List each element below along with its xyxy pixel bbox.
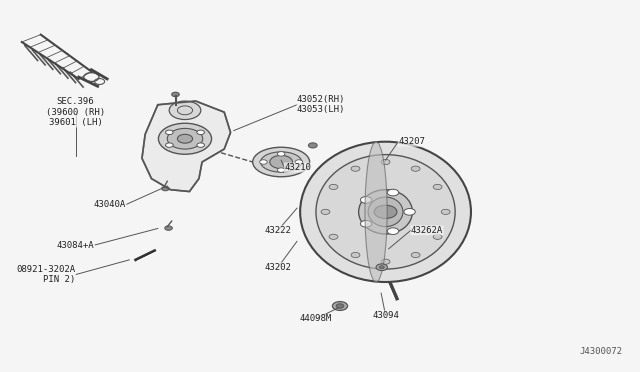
Circle shape bbox=[164, 226, 172, 230]
Circle shape bbox=[270, 155, 292, 169]
Ellipse shape bbox=[368, 197, 403, 227]
Circle shape bbox=[433, 185, 442, 189]
Circle shape bbox=[260, 160, 268, 164]
Text: SEC.396
(39600 (RH)
39601 (LH): SEC.396 (39600 (RH) 39601 (LH) bbox=[46, 97, 105, 127]
Circle shape bbox=[332, 302, 348, 310]
Circle shape bbox=[381, 160, 390, 164]
Ellipse shape bbox=[260, 152, 301, 172]
Text: 43202: 43202 bbox=[264, 263, 291, 272]
Circle shape bbox=[387, 228, 399, 234]
Text: 08921-3202A
PIN 2): 08921-3202A PIN 2) bbox=[17, 265, 76, 284]
Circle shape bbox=[277, 152, 285, 156]
Circle shape bbox=[374, 205, 397, 218]
Polygon shape bbox=[142, 101, 230, 192]
Circle shape bbox=[380, 266, 384, 269]
Circle shape bbox=[411, 166, 420, 171]
Ellipse shape bbox=[300, 201, 351, 215]
Circle shape bbox=[328, 225, 335, 230]
Circle shape bbox=[197, 143, 204, 147]
Circle shape bbox=[161, 186, 169, 191]
Ellipse shape bbox=[316, 155, 455, 269]
Circle shape bbox=[342, 206, 349, 211]
Circle shape bbox=[177, 134, 193, 143]
Circle shape bbox=[305, 218, 313, 222]
Text: J4300072: J4300072 bbox=[580, 347, 623, 356]
Text: 43052(RH)
43053(LH): 43052(RH) 43053(LH) bbox=[297, 95, 346, 115]
Circle shape bbox=[310, 199, 341, 217]
Circle shape bbox=[197, 130, 204, 135]
Circle shape bbox=[351, 166, 360, 171]
Ellipse shape bbox=[300, 142, 471, 282]
Circle shape bbox=[159, 123, 212, 154]
Circle shape bbox=[305, 194, 313, 198]
Circle shape bbox=[167, 128, 203, 149]
Text: 43094: 43094 bbox=[372, 311, 399, 320]
Circle shape bbox=[329, 234, 338, 239]
Circle shape bbox=[381, 259, 390, 264]
Circle shape bbox=[360, 221, 372, 227]
Circle shape bbox=[321, 209, 330, 214]
Circle shape bbox=[336, 304, 344, 308]
Circle shape bbox=[172, 92, 179, 97]
Circle shape bbox=[404, 209, 415, 215]
Ellipse shape bbox=[301, 184, 349, 232]
Text: 43222: 43222 bbox=[264, 226, 291, 235]
Circle shape bbox=[308, 143, 317, 148]
Circle shape bbox=[329, 185, 338, 189]
Circle shape bbox=[376, 264, 387, 270]
Text: 44098M: 44098M bbox=[300, 314, 332, 323]
Ellipse shape bbox=[358, 190, 412, 234]
Circle shape bbox=[387, 189, 399, 196]
Circle shape bbox=[351, 253, 360, 257]
Ellipse shape bbox=[308, 190, 343, 227]
Circle shape bbox=[411, 253, 420, 257]
Circle shape bbox=[277, 168, 285, 172]
Circle shape bbox=[166, 130, 173, 135]
Circle shape bbox=[433, 234, 442, 239]
Text: 43210: 43210 bbox=[284, 163, 311, 172]
Circle shape bbox=[360, 196, 372, 203]
Circle shape bbox=[328, 187, 335, 191]
Ellipse shape bbox=[253, 147, 310, 177]
Circle shape bbox=[441, 209, 450, 214]
Circle shape bbox=[169, 101, 201, 119]
Text: 43084+A: 43084+A bbox=[57, 241, 95, 250]
Text: 43262A: 43262A bbox=[411, 226, 443, 235]
Text: 43040A: 43040A bbox=[94, 200, 126, 209]
Text: 43207: 43207 bbox=[398, 137, 425, 146]
Circle shape bbox=[295, 160, 303, 164]
Ellipse shape bbox=[365, 142, 387, 282]
Circle shape bbox=[166, 143, 173, 147]
